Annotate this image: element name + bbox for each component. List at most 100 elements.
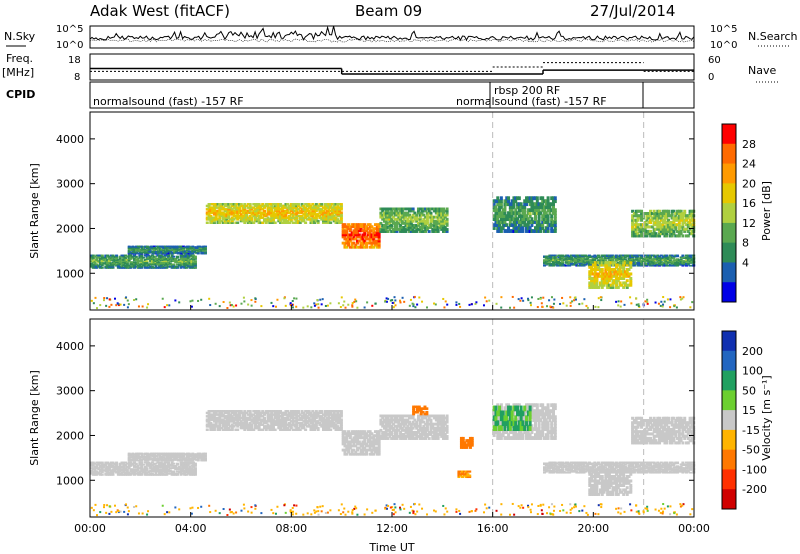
power-cell xyxy=(661,255,665,258)
power-cell xyxy=(640,209,644,213)
velocity-cell xyxy=(141,470,145,473)
power-cell xyxy=(654,223,658,227)
power-cell xyxy=(107,265,111,268)
velocity-cell xyxy=(190,462,194,465)
velocity-cell xyxy=(145,464,149,467)
power-cell xyxy=(216,211,220,214)
power-cell xyxy=(337,302,340,305)
power-cell xyxy=(100,255,104,258)
power-cell xyxy=(507,211,511,216)
velocity-cell xyxy=(194,453,198,455)
power-cell xyxy=(291,203,295,206)
power-cell xyxy=(604,261,608,265)
power-cell xyxy=(401,296,404,299)
velocity-cell xyxy=(165,452,169,455)
velocity-cell xyxy=(90,461,93,464)
power-cell xyxy=(315,303,318,306)
velocity-cell xyxy=(107,468,111,471)
velocity-cell xyxy=(122,464,126,467)
velocity-cell xyxy=(150,473,154,476)
power-cell xyxy=(455,303,458,306)
power-cell xyxy=(205,204,209,208)
power-cell xyxy=(316,214,320,218)
power-cell xyxy=(568,258,572,261)
power-cell xyxy=(645,229,649,233)
power-cell xyxy=(300,218,304,221)
power-cell xyxy=(620,265,624,269)
power-cell xyxy=(683,263,687,266)
power-cell xyxy=(138,245,142,248)
power-cell xyxy=(503,220,507,224)
power-cell xyxy=(674,211,678,216)
power-cell xyxy=(683,214,687,218)
power-cell xyxy=(631,227,635,231)
power-cell xyxy=(329,209,333,213)
power-cell xyxy=(445,209,449,213)
power-cell xyxy=(354,225,358,229)
velocity-cell xyxy=(207,418,211,421)
power-cell xyxy=(411,223,415,227)
velocity-cell xyxy=(156,473,160,476)
power-cell xyxy=(416,223,420,227)
velocity-cell xyxy=(118,463,122,466)
power-cell xyxy=(468,303,471,306)
power-cell xyxy=(580,263,584,266)
power-cell xyxy=(582,258,586,261)
power-cell xyxy=(321,218,325,221)
velocity-cell xyxy=(127,456,131,459)
power-cell xyxy=(167,252,171,254)
power-cell xyxy=(151,245,155,248)
power-cell xyxy=(546,305,549,308)
velocity-cell xyxy=(161,468,165,471)
velocity-cell xyxy=(196,452,200,455)
power-cell xyxy=(118,259,122,261)
power-cell xyxy=(262,218,266,221)
power-cell xyxy=(321,298,324,301)
power-cell xyxy=(622,285,626,289)
power-cell xyxy=(638,227,642,231)
power-cell xyxy=(270,211,274,214)
power-cell xyxy=(679,296,682,299)
power-cell xyxy=(546,196,550,201)
power-cell xyxy=(150,263,154,266)
power-cell xyxy=(640,229,644,233)
power-cell xyxy=(548,257,552,260)
velocity-cell xyxy=(127,467,131,470)
power-cell xyxy=(544,257,548,260)
power-cell xyxy=(394,299,397,302)
velocity-cell xyxy=(149,452,153,455)
power-cell xyxy=(138,263,142,266)
velocity-cell xyxy=(104,473,108,476)
power-cell xyxy=(330,209,334,213)
power-cell xyxy=(645,254,649,257)
power-cell xyxy=(374,302,377,305)
velocity-cell xyxy=(132,468,136,471)
power-cell xyxy=(156,248,160,250)
power-cell xyxy=(144,248,148,251)
power-cell xyxy=(667,264,671,267)
power-cell xyxy=(422,213,426,217)
power-cell xyxy=(623,256,627,259)
velocity-cell xyxy=(200,455,204,458)
power-cell xyxy=(300,204,304,208)
power-cell xyxy=(236,213,240,216)
power-cell xyxy=(535,211,539,216)
velocity-cell xyxy=(181,461,185,464)
power-cell xyxy=(100,261,104,264)
power-cell xyxy=(575,255,579,258)
power-cell xyxy=(551,256,555,259)
colorbar-tick-label: 28 xyxy=(742,138,756,151)
power-cell xyxy=(149,266,153,269)
power-cell xyxy=(261,208,265,211)
freq-tick-top: 18 xyxy=(68,55,81,66)
power-cell xyxy=(320,203,324,206)
power-cell xyxy=(280,218,284,221)
power-cell xyxy=(149,265,153,268)
velocity-cell xyxy=(136,464,140,467)
power-cell xyxy=(221,213,225,216)
power-cell xyxy=(665,264,669,267)
velocity-cell xyxy=(184,466,188,468)
power-cell xyxy=(386,209,390,213)
power-cell xyxy=(424,215,428,219)
power-cell xyxy=(623,303,626,306)
